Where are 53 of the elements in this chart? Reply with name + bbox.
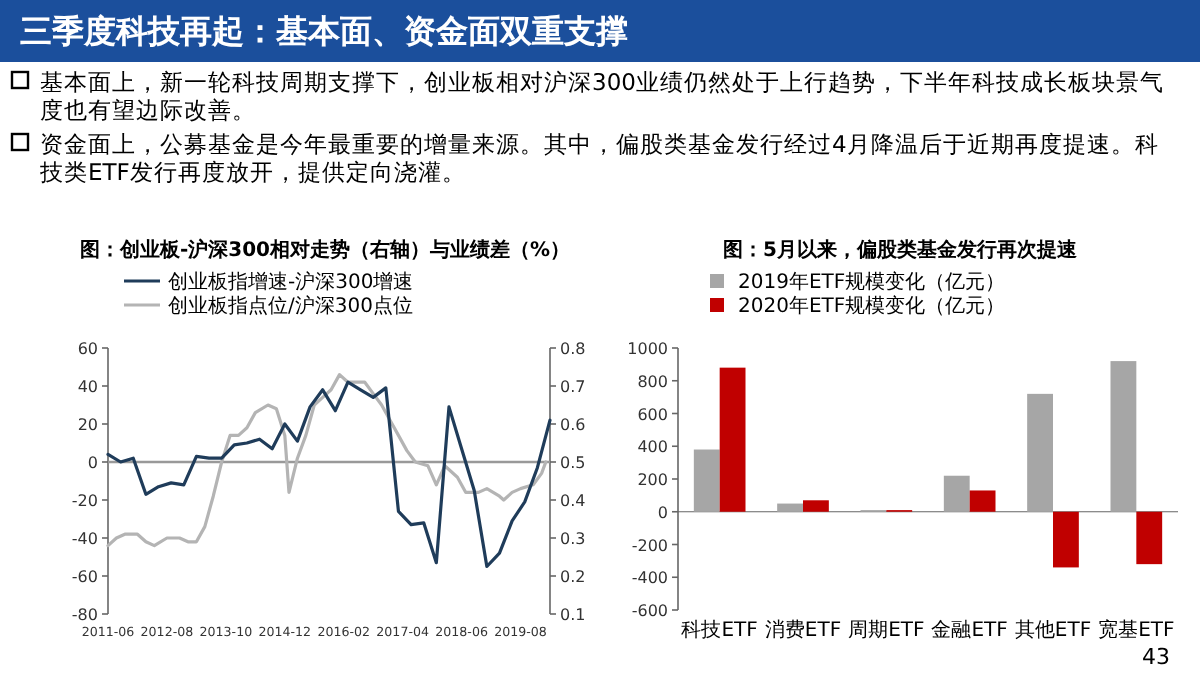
y-tick-label: -20: [71, 492, 98, 510]
bar: [719, 367, 746, 512]
legend-label: 2019年ETF规模变化（亿元）: [738, 270, 1006, 294]
y-tick-label: -60: [71, 568, 98, 586]
line-series: [106, 373, 548, 548]
y-tick-label: -600: [631, 602, 668, 620]
x-tick-label: 金融ETF: [931, 618, 1009, 642]
bar: [1110, 361, 1137, 512]
x-tick-label: 宽基ETF: [1098, 618, 1175, 642]
y-tick-label: 0: [657, 503, 668, 522]
y2-tick-label: 0.1: [560, 606, 586, 624]
y2-tick-label: 0.7: [560, 378, 586, 396]
y-tick-label: 200: [637, 471, 668, 489]
bar: [777, 503, 803, 512]
y-tick-label: -400: [631, 569, 668, 588]
y-tick-label: -200: [631, 536, 668, 555]
chart-title: 图：5月以来，偏股类基金发行再次提速: [723, 238, 1079, 262]
text: 基本面上，新一轮科技周期支撑下，创业板相对沪深300业绩仍然处于上行趋势，下半年科技成长板块景气度也有望边际改善。: [40, 68, 1164, 124]
y2-tick-label: 0.8: [560, 340, 586, 358]
legend-label: 2020年ETF规模变化（亿元）: [738, 294, 1006, 318]
chart-title: 图：创业板-沪深300相对走势（右轴）与业绩差（%）: [79, 238, 571, 262]
bar: [803, 500, 829, 512]
bar: [969, 490, 996, 512]
y-tick-label: 400: [637, 438, 668, 457]
y-tick-label: 800: [637, 372, 668, 391]
y-tick-label: 40: [77, 378, 98, 396]
y2-tick-label: 0.3: [560, 530, 586, 548]
y-tick-label: 60: [77, 340, 98, 358]
text: 43: [1142, 644, 1170, 670]
y-tick-label: 20: [77, 416, 98, 434]
bar: [1053, 511, 1079, 568]
x-tick-label: 消费ETF: [764, 618, 842, 642]
y2-tick-label: 0.6: [560, 416, 586, 434]
x-tick-label: 科技ETF: [681, 618, 759, 642]
y-tick-label: -80: [71, 606, 98, 624]
bar: [693, 449, 720, 512]
y-tick-label: 600: [637, 405, 668, 424]
bar: [1136, 511, 1163, 565]
y2-tick-label: 0.2: [560, 568, 586, 586]
text: 资金面上，公募基金是今年最重要的增量来源。其中，偏股类基金发行经过4月降温后于近期再度提速。科技类ETF发行再度放开，提供定向浇灌。: [38, 130, 1159, 186]
y-tick-label: 1000: [627, 340, 668, 358]
bar: [943, 475, 970, 512]
y2-tick-label: 0.5: [560, 454, 586, 472]
line-series: [106, 380, 552, 569]
bar: [1027, 393, 1053, 512]
x-tick-label: 其他ETF: [1014, 618, 1092, 642]
text: 三季度科技再起：基本面、资金面双重支撑: [20, 12, 628, 50]
y2-tick-label: 0.4: [560, 492, 586, 510]
legend-label: 创业板指点位/沪深300点位: [168, 294, 413, 318]
y-tick-label: 0: [87, 454, 98, 472]
y-tick-label: -40: [71, 530, 98, 548]
x-tick-label: 周期ETF: [848, 618, 925, 642]
legend-label: 创业板指增速-沪深300增速: [168, 270, 414, 294]
